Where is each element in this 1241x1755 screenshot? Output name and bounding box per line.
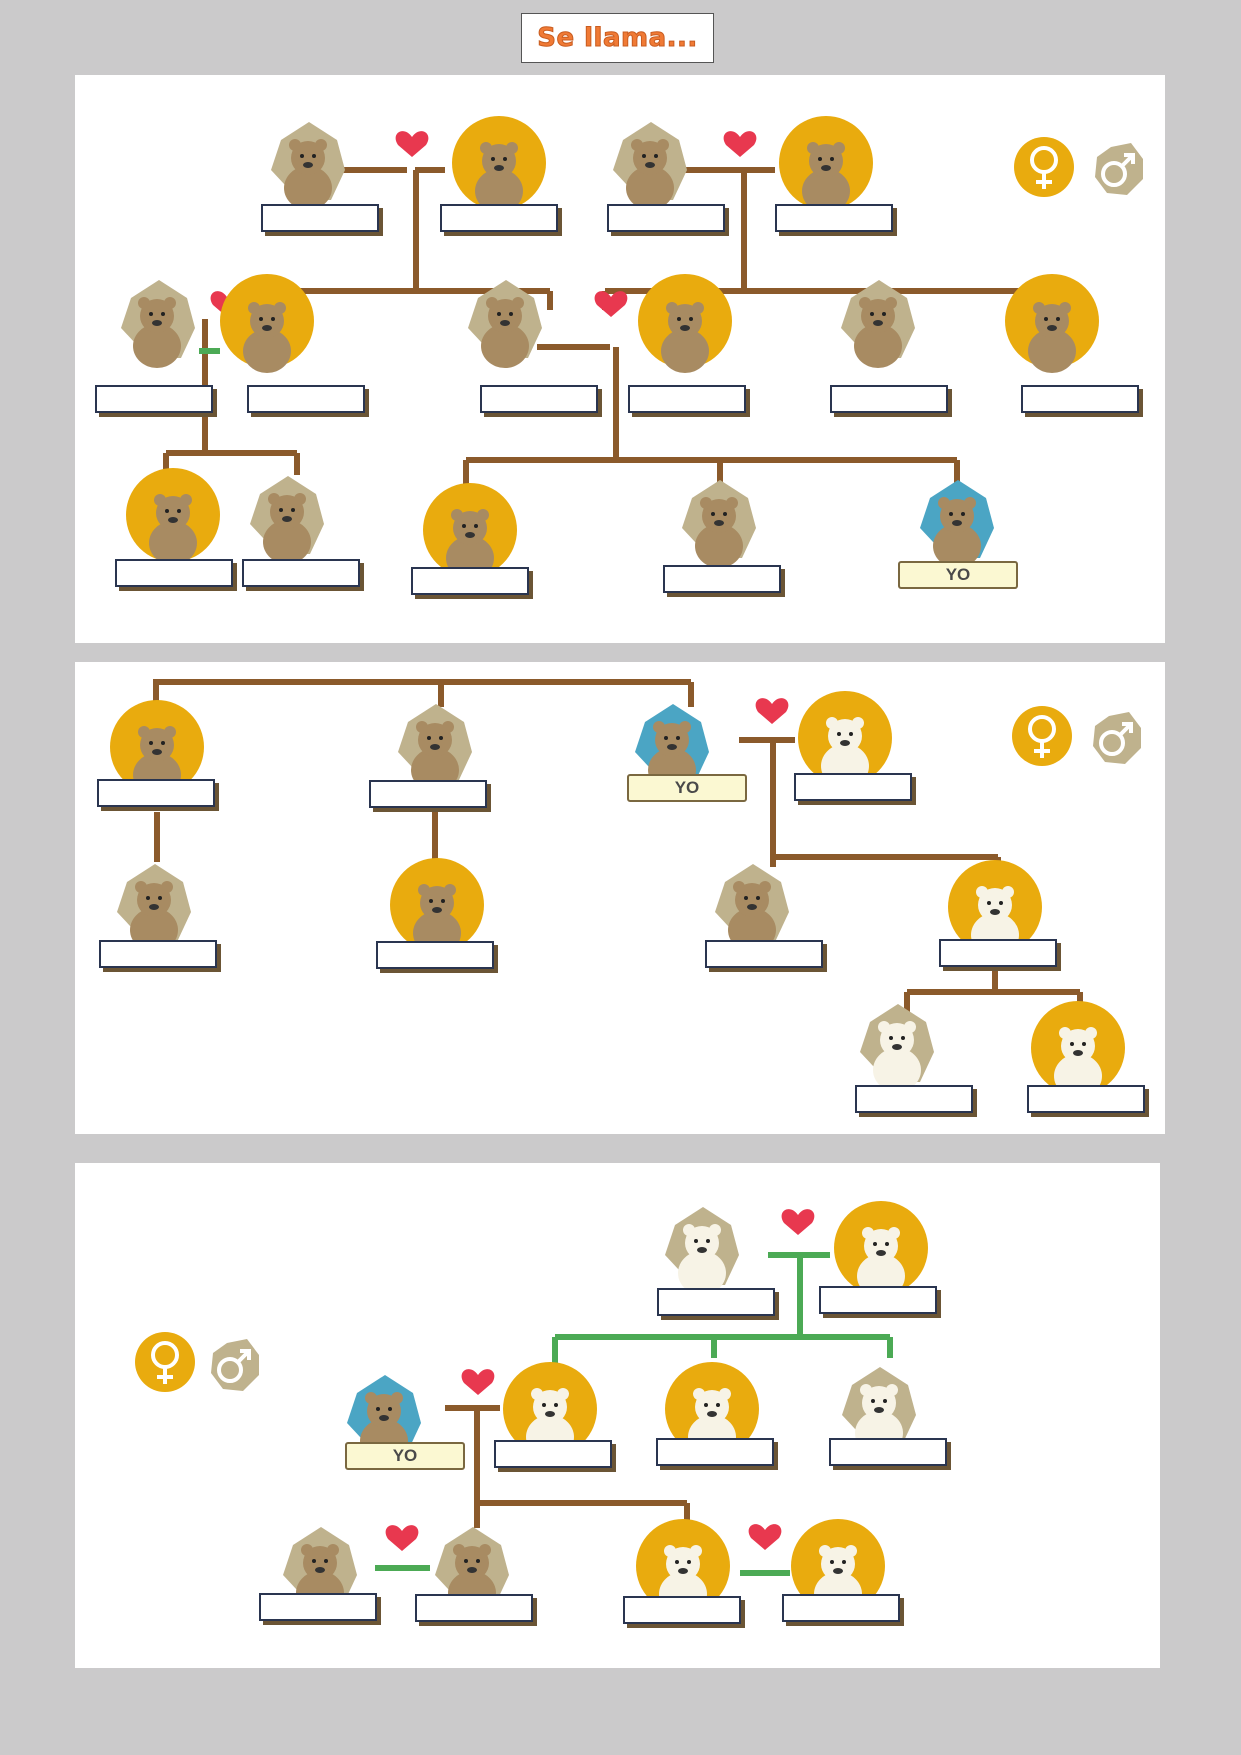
heart-icon — [755, 698, 789, 724]
heart-icon — [385, 1209, 815, 1551]
name-field[interactable] — [939, 939, 1057, 967]
family-tree-panel-1: YO — [75, 75, 1165, 643]
name-field[interactable] — [855, 1085, 973, 1113]
name-field[interactable] — [663, 565, 781, 593]
name-field[interactable] — [657, 1288, 775, 1316]
name-field[interactable] — [775, 204, 893, 232]
name-field[interactable] — [830, 385, 948, 413]
female-symbol-icon — [135, 1332, 195, 1392]
name-field[interactable] — [97, 779, 215, 807]
name-field[interactable] — [623, 1596, 741, 1624]
name-field[interactable] — [369, 780, 487, 808]
name-field[interactable] — [261, 204, 379, 232]
name-field[interactable] — [819, 1286, 937, 1314]
name-field[interactable] — [829, 1438, 947, 1466]
name-field[interactable] — [628, 385, 746, 413]
name-field[interactable] — [705, 940, 823, 968]
name-field[interactable] — [376, 941, 494, 969]
name-field[interactable] — [99, 940, 217, 968]
name-field[interactable] — [494, 1440, 612, 1468]
name-field[interactable] — [247, 385, 365, 413]
yo-label: YO — [345, 1442, 465, 1470]
female-symbol-icon — [1012, 706, 1072, 766]
name-field[interactable] — [115, 559, 233, 587]
name-field[interactable] — [242, 559, 360, 587]
name-field[interactable] — [656, 1438, 774, 1466]
name-field[interactable] — [1021, 385, 1139, 413]
yo-label: YO — [898, 561, 1018, 589]
tree-lines-2 — [110, 679, 1141, 1098]
tree-lines-3 — [135, 1201, 928, 1616]
name-field[interactable] — [782, 1594, 900, 1622]
worksheet-title: Se llama... — [521, 13, 714, 63]
name-field[interactable] — [95, 385, 213, 413]
name-field[interactable] — [415, 1594, 533, 1622]
name-field[interactable] — [259, 1593, 377, 1621]
family-tree-panel-3: YO — [75, 1163, 1160, 1668]
name-field[interactable] — [440, 204, 558, 232]
name-field[interactable] — [607, 204, 725, 232]
yo-label: YO — [627, 774, 747, 802]
name-field[interactable] — [480, 385, 598, 413]
family-tree-panel-2: YO — [75, 662, 1165, 1134]
female-symbol-icon — [1014, 137, 1074, 197]
name-field[interactable] — [794, 773, 912, 801]
tree-lines-1 — [121, 116, 1143, 580]
name-field[interactable] — [411, 567, 529, 595]
name-field[interactable] — [1027, 1085, 1145, 1113]
